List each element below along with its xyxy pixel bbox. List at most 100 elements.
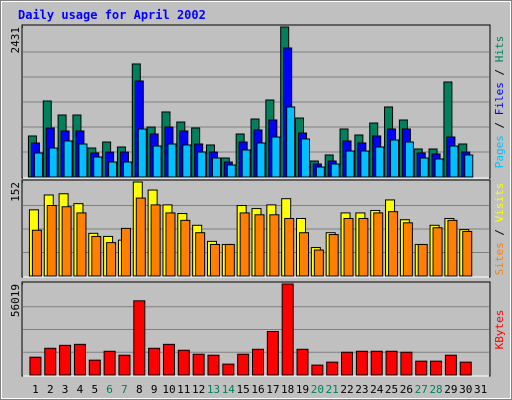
bar	[415, 360, 428, 376]
legend-entry: Visits	[493, 183, 506, 223]
x-tick-label: 7	[121, 383, 128, 396]
bar	[419, 157, 429, 178]
bar	[180, 219, 191, 277]
bar	[197, 151, 207, 178]
bar	[29, 356, 42, 376]
bar	[345, 150, 355, 178]
y-max-label: 2431	[9, 27, 22, 54]
bar	[271, 136, 281, 178]
bar	[254, 214, 265, 277]
y-max-label: 152	[9, 182, 22, 202]
bar	[402, 222, 413, 277]
x-tick-label: 8	[136, 383, 143, 396]
bar	[447, 219, 458, 277]
bar	[284, 217, 295, 277]
bar	[385, 350, 398, 376]
bar	[256, 142, 266, 178]
bar	[61, 206, 72, 277]
bar	[162, 343, 175, 376]
bar	[152, 145, 162, 178]
bar	[430, 360, 443, 376]
bar	[118, 354, 131, 376]
legend-entry: KBytes	[493, 310, 506, 350]
bar	[91, 235, 102, 277]
bar	[133, 300, 146, 376]
legend: Pages / Files / Hits	[493, 36, 506, 169]
bar	[373, 212, 384, 277]
bar	[88, 359, 101, 376]
bar	[388, 211, 399, 277]
bar	[48, 147, 58, 178]
x-tick-label: 24	[370, 383, 384, 396]
legend: KBytes	[493, 310, 506, 350]
bar	[108, 161, 118, 178]
bar	[31, 229, 42, 277]
x-tick-label: 13	[207, 383, 220, 396]
bar	[313, 249, 324, 277]
bar	[46, 205, 57, 277]
y-max-label: 56019	[9, 284, 22, 317]
bar	[462, 230, 473, 277]
bar	[400, 351, 413, 376]
bar	[150, 204, 161, 277]
x-tick-label: 21	[326, 383, 339, 396]
bar	[464, 154, 474, 178]
bar	[434, 158, 444, 178]
bar	[182, 144, 192, 178]
legend-entry: Hits	[493, 36, 506, 63]
bar	[281, 283, 294, 376]
x-tick-label: 26	[400, 383, 413, 396]
x-tick-label: 14	[222, 383, 236, 396]
x-tick-label: 27	[415, 383, 428, 396]
bar	[165, 212, 176, 277]
bar	[224, 243, 235, 277]
bar	[211, 157, 221, 178]
bar	[44, 347, 57, 376]
bar	[207, 354, 220, 376]
x-tick-label: 1	[32, 383, 39, 396]
bar	[315, 166, 325, 178]
bar	[76, 212, 87, 277]
x-tick-label: 20	[311, 383, 324, 396]
x-tick-label: 29	[444, 383, 457, 396]
x-tick-label: 15	[237, 383, 250, 396]
bar	[241, 149, 251, 178]
bar	[63, 140, 73, 178]
x-tick-label: 5	[91, 383, 98, 396]
x-tick-label: 25	[385, 383, 398, 396]
x-tick-label: 28	[429, 383, 442, 396]
bar	[266, 330, 279, 376]
legend: Sites / Visits	[493, 183, 506, 276]
bar	[252, 348, 264, 376]
bar	[59, 344, 72, 376]
bar	[360, 150, 370, 178]
bar	[328, 234, 339, 277]
x-tick-label: 23	[355, 383, 368, 396]
x-tick-label: 22	[340, 383, 353, 396]
bar	[237, 353, 250, 376]
bar	[78, 143, 88, 178]
bar	[417, 243, 428, 277]
bar	[148, 347, 161, 376]
x-tick-label: 17	[266, 383, 279, 396]
bar	[404, 141, 414, 178]
bar	[432, 227, 443, 277]
bar	[286, 106, 296, 178]
bar	[106, 242, 117, 277]
bar	[135, 197, 146, 277]
bar	[355, 350, 368, 376]
x-tick-label: 6	[106, 383, 113, 396]
bar	[177, 349, 190, 376]
bar	[122, 161, 132, 178]
bar	[343, 217, 354, 277]
bar	[209, 243, 220, 277]
legend-entry: Sites	[493, 242, 506, 275]
bar	[239, 212, 250, 277]
x-tick-label: 12	[192, 383, 205, 396]
bar	[311, 364, 324, 376]
legend-entry: Files	[493, 82, 506, 115]
bar	[370, 350, 383, 376]
x-tick-label: 19	[296, 383, 309, 396]
chart-title: Daily usage for April 2002	[18, 8, 206, 22]
bar	[375, 146, 385, 178]
